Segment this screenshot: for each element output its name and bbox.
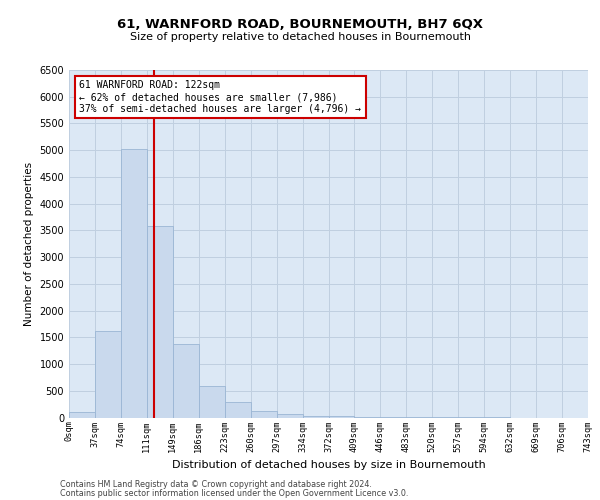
X-axis label: Distribution of detached houses by size in Bournemouth: Distribution of detached houses by size … xyxy=(172,460,485,470)
Bar xyxy=(69,412,95,418)
Bar xyxy=(251,410,277,418)
Bar xyxy=(302,416,329,418)
Bar xyxy=(329,416,355,418)
Bar xyxy=(173,344,199,417)
Bar xyxy=(225,402,251,417)
Text: 61 WARNFORD ROAD: 122sqm
← 62% of detached houses are smaller (7,986)
37% of sem: 61 WARNFORD ROAD: 122sqm ← 62% of detach… xyxy=(79,80,361,114)
Bar xyxy=(147,226,173,418)
Y-axis label: Number of detached properties: Number of detached properties xyxy=(24,162,34,326)
Bar xyxy=(199,386,224,418)
Text: 61, WARNFORD ROAD, BOURNEMOUTH, BH7 6QX: 61, WARNFORD ROAD, BOURNEMOUTH, BH7 6QX xyxy=(117,18,483,30)
Bar xyxy=(121,149,147,417)
Text: Contains public sector information licensed under the Open Government Licence v3: Contains public sector information licen… xyxy=(60,488,409,498)
Text: Size of property relative to detached houses in Bournemouth: Size of property relative to detached ho… xyxy=(130,32,470,42)
Bar xyxy=(277,414,302,418)
Bar xyxy=(95,331,121,418)
Text: Contains HM Land Registry data © Crown copyright and database right 2024.: Contains HM Land Registry data © Crown c… xyxy=(60,480,372,489)
Bar xyxy=(355,416,380,418)
